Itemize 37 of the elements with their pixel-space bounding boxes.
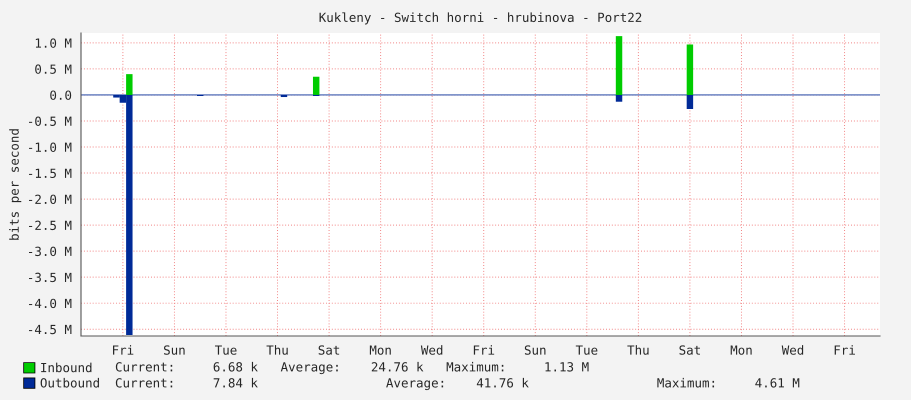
x-tick-label: Sat [318,345,340,355]
y-axis-title: bits per second [9,129,22,240]
x-tick-label: Sun [164,345,185,355]
x-tick-label: Mon [730,345,752,355]
bar [686,44,694,95]
bar [616,36,622,95]
x-tick-label: Sat [679,345,700,355]
bar [312,76,320,95]
legend-label: Inbound [41,362,92,372]
y-tick-label: 0.0 [50,90,72,100]
bar [126,74,133,95]
x-tick-label: Thu [266,345,288,355]
y-tick-label: -2.0 M [28,194,72,204]
text: Current: 6.68 k Average: 24.76 k Maximum: 1.13 M [116,362,589,374]
x-tick-label: Sun [524,345,546,355]
y-tick-label: -4.0 M [28,298,72,308]
x-tick-label: Wed [420,345,442,355]
y-tick-label: -3.0 M [28,246,72,256]
x-tick-label: Fri [474,345,494,355]
x-tick-label: Fri [113,345,134,355]
x-tick-label: Mon [370,345,391,355]
y-tick-label: -2.5 M [28,220,72,230]
y-tick-label: -1.0 M [28,142,72,152]
chart-title: Kukleny - Switch horni - hrubinova - Port22 [320,12,642,24]
y-tick-label: -0.5 M [28,116,72,126]
y-tick-label: 1.0 M [36,38,72,48]
x-tick-label: Fri [834,345,855,355]
y-tick-label: 0.5 M [35,64,72,74]
x-tick-label: Tue [576,345,598,355]
x-tick-label: Thu [627,345,649,355]
text: Current: 7.84 k Average: 41.76 k Maximum: 4.61 M [116,378,800,390]
legend-label: Outbound [40,378,99,388]
x-tick-label: Tue [214,345,237,355]
y-tick-label: -3.5 M [28,272,72,282]
y-tick-label: -1.5 M [28,168,72,178]
x-tick-label: Wed [782,345,804,355]
y-tick-label: -4.5 M [28,324,72,334]
